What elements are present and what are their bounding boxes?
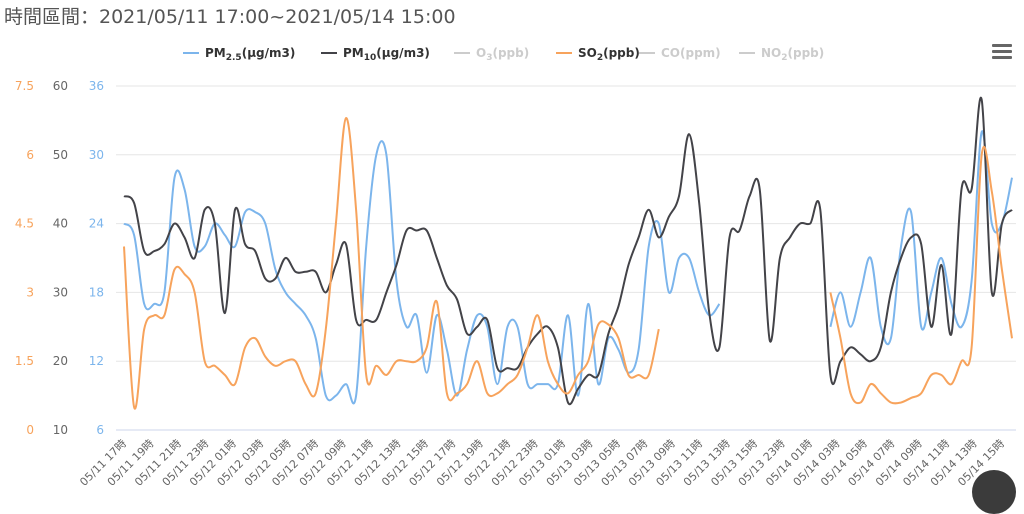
legend-item-no2[interactable]: NO2(ppb) xyxy=(739,46,824,63)
y-axis-tick-label-pm25: 24 xyxy=(89,217,104,231)
series-line-pm25 xyxy=(829,130,1013,346)
legend-label: NO2(ppb) xyxy=(761,46,824,63)
y-axis-tick-label-so2: 1.5 xyxy=(15,354,34,368)
legend-label: CO(ppm) xyxy=(661,46,721,60)
y-axis-tick-label-pm25: 30 xyxy=(89,148,104,162)
line-chart: 01.534.567.51020304050606121824303605/11… xyxy=(15,46,1016,489)
legend-label: PM2.5(μg/m3) xyxy=(205,46,295,63)
legend-label: PM10(μg/m3) xyxy=(343,46,430,63)
series-line-so2 xyxy=(123,117,660,410)
legend-item-o3[interactable]: O3(ppb) xyxy=(454,46,529,63)
y-axis-tick-label-so2: 4.5 xyxy=(15,217,34,231)
series-line-pm25 xyxy=(123,140,721,405)
y-axis-tick-label-pm10: 60 xyxy=(53,79,68,93)
y-axis-tick-label-pm25: 6 xyxy=(96,423,104,437)
legend-item-pm25[interactable]: PM2.5(μg/m3) xyxy=(183,46,295,63)
y-axis-tick-label-pm10: 20 xyxy=(53,354,68,368)
series-line-so2 xyxy=(829,145,1013,405)
legend-item-co[interactable]: CO(ppm) xyxy=(639,46,721,60)
hamburger-menu-icon[interactable] xyxy=(990,42,1014,62)
y-axis-tick-label-pm25: 36 xyxy=(89,79,104,93)
series-line-pm10 xyxy=(123,96,1013,406)
y-axis-tick-label-pm10: 10 xyxy=(53,423,68,437)
y-axis-tick-label-pm10: 50 xyxy=(53,148,68,162)
y-axis-tick-label-pm10: 30 xyxy=(53,285,68,299)
legend-item-pm10[interactable]: PM10(μg/m3) xyxy=(321,46,430,63)
y-axis-tick-label-so2: 3 xyxy=(26,285,34,299)
y-axis-tick-label-pm25: 12 xyxy=(89,354,104,368)
y-axis-tick-label-so2: 7.5 xyxy=(15,79,34,93)
page-title: 時間區間：2021/05/11 17:00~2021/05/14 15:00 xyxy=(4,6,456,28)
legend-item-so2[interactable]: SO2(ppb) xyxy=(556,46,640,63)
y-axis-tick-label-pm25: 18 xyxy=(89,285,104,299)
y-axis-tick-label-so2: 0 xyxy=(26,423,34,437)
y-axis-tick-label-so2: 6 xyxy=(26,148,34,162)
legend-label: SO2(ppb) xyxy=(578,46,640,63)
y-axis-tick-label-pm10: 40 xyxy=(53,217,68,231)
legend-label: O3(ppb) xyxy=(476,46,529,63)
chat-avatar[interactable] xyxy=(972,470,1016,514)
